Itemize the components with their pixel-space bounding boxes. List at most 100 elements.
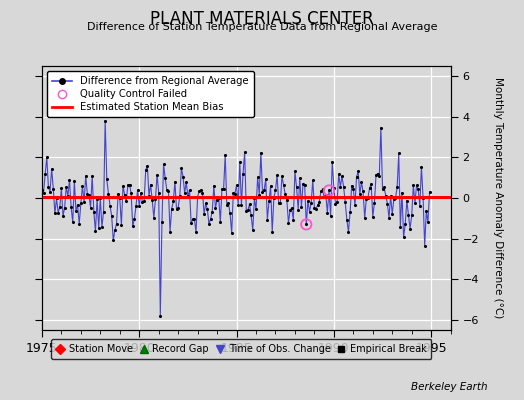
- Point: [378, 186, 387, 192]
- Point: [268, 229, 277, 235]
- Point: [229, 190, 237, 196]
- Point: [425, 189, 434, 195]
- Point: [402, 198, 411, 204]
- Point: [236, 158, 244, 165]
- Point: [340, 184, 348, 190]
- Point: [326, 213, 335, 219]
- Point: [159, 161, 168, 168]
- Point: [405, 212, 413, 218]
- Point: [395, 150, 403, 156]
- Point: [179, 173, 187, 180]
- Point: [161, 175, 169, 182]
- Point: [153, 171, 161, 178]
- Point: [281, 191, 289, 197]
- Point: [52, 195, 61, 202]
- Point: [220, 186, 228, 192]
- Point: [73, 202, 82, 208]
- Point: [44, 184, 52, 190]
- Point: [221, 152, 230, 158]
- Point: [266, 183, 275, 189]
- Point: [312, 206, 320, 212]
- Point: [223, 202, 231, 208]
- Point: [420, 242, 429, 249]
- Point: [224, 200, 233, 206]
- Point: [66, 177, 74, 183]
- Point: [361, 215, 369, 221]
- Point: [158, 219, 166, 225]
- Point: [302, 221, 311, 228]
- Point: [313, 202, 322, 209]
- Point: [85, 192, 93, 198]
- Point: [248, 227, 257, 234]
- Point: [305, 208, 314, 215]
- Point: [114, 191, 122, 197]
- Point: [94, 225, 103, 231]
- Point: [67, 204, 75, 210]
- Point: [196, 187, 205, 193]
- Point: [54, 209, 62, 216]
- Point: [286, 207, 294, 214]
- Point: [70, 178, 79, 184]
- Point: [128, 223, 137, 230]
- Point: [419, 195, 427, 201]
- Point: [100, 208, 108, 215]
- Point: [232, 182, 241, 188]
- Point: [41, 171, 49, 177]
- Point: [189, 216, 197, 223]
- Point: [343, 216, 351, 223]
- Point: [83, 191, 92, 197]
- Point: [250, 195, 258, 202]
- Point: [86, 204, 95, 211]
- Point: [51, 210, 59, 217]
- Point: [380, 184, 388, 190]
- Point: [297, 204, 305, 210]
- Point: [171, 178, 179, 185]
- Point: [185, 187, 194, 193]
- Point: [315, 199, 323, 205]
- Point: [140, 198, 148, 204]
- Point: [385, 215, 393, 221]
- Point: [414, 186, 422, 193]
- Point: [386, 193, 395, 199]
- Point: [59, 213, 67, 219]
- Point: [406, 225, 414, 232]
- Point: [388, 211, 397, 217]
- Point: [218, 186, 226, 192]
- Point: [231, 190, 239, 197]
- Point: [375, 173, 384, 179]
- Point: [374, 170, 382, 177]
- Point: [372, 172, 380, 178]
- Legend: Difference from Regional Average, Quality Control Failed, Estimated Station Mean: Difference from Regional Average, Qualit…: [47, 71, 254, 117]
- Point: [211, 205, 220, 212]
- Point: [143, 163, 151, 169]
- Text: Berkeley Earth: Berkeley Earth: [411, 382, 487, 392]
- Point: [62, 184, 70, 190]
- Point: [78, 183, 86, 189]
- Point: [106, 202, 114, 209]
- Point: [190, 216, 199, 222]
- Point: [401, 221, 409, 227]
- Point: [357, 179, 366, 186]
- Point: [98, 224, 106, 230]
- Point: [151, 196, 160, 202]
- Point: [155, 190, 163, 196]
- Point: [164, 188, 172, 194]
- Point: [93, 196, 101, 203]
- Point: [412, 182, 421, 188]
- Point: [39, 189, 48, 196]
- Point: [260, 187, 268, 193]
- Point: [111, 227, 119, 233]
- Point: [383, 200, 391, 207]
- Point: [323, 209, 332, 216]
- Point: [107, 213, 116, 219]
- Point: [284, 220, 292, 226]
- Point: [356, 191, 364, 197]
- Point: [180, 190, 189, 196]
- Point: [104, 190, 113, 197]
- Point: [302, 221, 311, 228]
- Point: [213, 196, 221, 203]
- Point: [208, 208, 216, 215]
- Point: [316, 188, 325, 195]
- Point: [346, 209, 354, 216]
- Point: [278, 173, 286, 179]
